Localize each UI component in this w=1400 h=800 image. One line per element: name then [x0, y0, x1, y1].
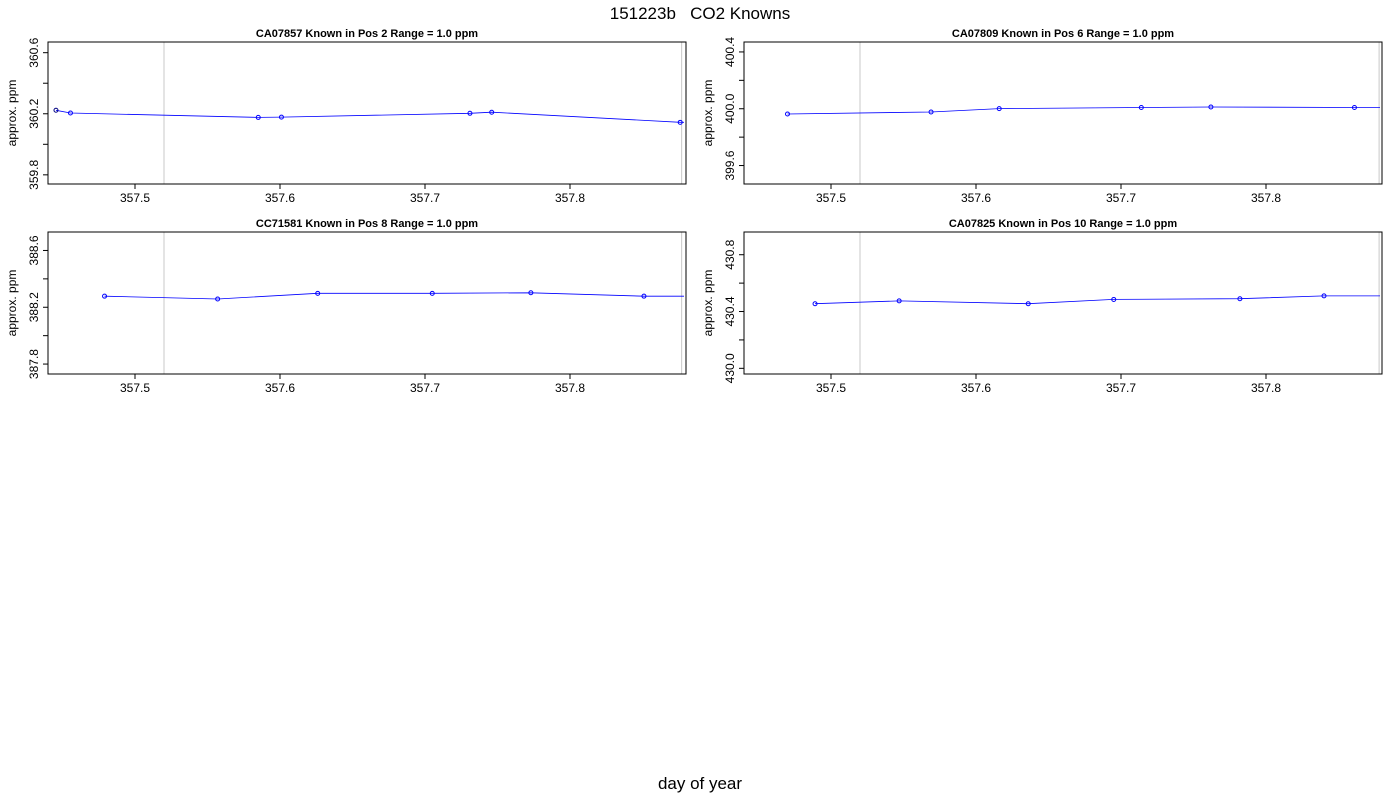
y-tick-label: 387.8	[27, 349, 41, 379]
data-point	[215, 296, 221, 302]
x-tick-label: 357.6	[265, 191, 295, 205]
chart-panel-3: CC71581 Known in Pos 8 Range = 1.0 ppm ap…	[5, 218, 687, 395]
x-tick-label: 357.5	[816, 191, 846, 205]
data-point	[1111, 296, 1117, 302]
x-tick-label: 357.6	[265, 381, 295, 395]
page-title: 151223b CO2 Knowns	[609, 4, 791, 23]
y-tick-label: 359.8	[27, 159, 41, 189]
data-point	[641, 293, 647, 299]
data-point	[996, 106, 1002, 112]
data-point	[489, 109, 495, 115]
data-point	[785, 111, 790, 117]
x-tick-label: 357.7	[410, 381, 440, 395]
series-line	[787, 106, 1380, 115]
data-point	[102, 293, 108, 299]
y-tick-label: 388.2	[27, 292, 41, 322]
y-tick-label: 400.4	[723, 37, 737, 67]
series-line	[814, 295, 1380, 305]
x-tick-label: 357.8	[555, 381, 585, 395]
x-axis-label: day of year	[657, 774, 743, 793]
panel-title: CA07857 Known in Pos 2 Range = 1.0 ppm	[256, 28, 478, 40]
x-tick-label: 357.5	[120, 191, 150, 205]
x-tick-label: 357.6	[961, 381, 991, 395]
x-tick-label: 357.7	[410, 191, 440, 205]
data-point	[1208, 104, 1214, 110]
x-tick-label: 357.5	[816, 381, 846, 395]
chart-panel-4: CA07825 Known in Pos 10 Range = 1.0 ppm a…	[701, 218, 1383, 395]
chart-panel-2: CA07809 Known in Pos 6 Range = 1.0 ppm ap…	[701, 28, 1383, 205]
x-tick-label: 357.6	[961, 191, 991, 205]
x-tick-label: 357.7	[1106, 381, 1136, 395]
y-axis-label: approx. ppm	[701, 270, 715, 337]
y-axis-label: approx. ppm	[5, 80, 19, 147]
data-point	[1321, 293, 1327, 299]
data-point	[278, 114, 284, 120]
panel-title: CC71581 Known in Pos 8 Range = 1.0 ppm	[256, 218, 478, 230]
panel-title: CA07809 Known in Pos 6 Range = 1.0 ppm	[952, 28, 1174, 40]
data-point	[1237, 296, 1243, 302]
data-point	[677, 119, 683, 125]
x-tick-label: 357.8	[555, 191, 585, 205]
data-point	[1351, 104, 1357, 110]
plot-frame	[47, 41, 687, 185]
y-tick-label: 400.0	[723, 93, 737, 123]
x-tick-label: 357.5	[120, 381, 150, 395]
y-tick-label: 360.2	[27, 98, 41, 128]
data-point	[1138, 104, 1144, 110]
y-axis-label: approx. ppm	[701, 80, 715, 147]
x-tick-label: 357.7	[1106, 191, 1136, 205]
data-point	[53, 107, 59, 113]
data-point	[255, 114, 261, 120]
data-point	[1025, 301, 1031, 307]
y-axis-label: approx. ppm	[5, 270, 19, 337]
y-tick-label: 430.4	[723, 296, 737, 326]
y-tick-label: 399.6	[723, 150, 737, 180]
panel-title: CA07825 Known in Pos 10 Range = 1.0 ppm	[949, 218, 1178, 230]
data-point	[928, 109, 934, 115]
series-line	[104, 292, 684, 300]
y-tick-label: 430.0	[723, 353, 737, 383]
y-tick-label: 360.6	[27, 37, 41, 67]
plot-frame	[743, 231, 1383, 375]
data-point	[812, 301, 818, 307]
data-point	[315, 290, 321, 296]
data-point	[896, 298, 902, 304]
series-line	[55, 109, 684, 123]
data-point	[467, 110, 473, 116]
data-point	[429, 290, 435, 296]
data-point	[528, 290, 534, 296]
x-tick-label: 357.8	[1251, 191, 1281, 205]
y-tick-label: 388.6	[27, 235, 41, 265]
plot-frame	[47, 231, 687, 375]
data-point	[67, 110, 73, 116]
plot-frame	[743, 41, 1383, 185]
chart-panel-1: CA07857 Known in Pos 2 Range = 1.0 ppm ap…	[5, 28, 687, 205]
x-tick-label: 357.8	[1251, 381, 1281, 395]
y-tick-label: 430.8	[723, 239, 737, 269]
